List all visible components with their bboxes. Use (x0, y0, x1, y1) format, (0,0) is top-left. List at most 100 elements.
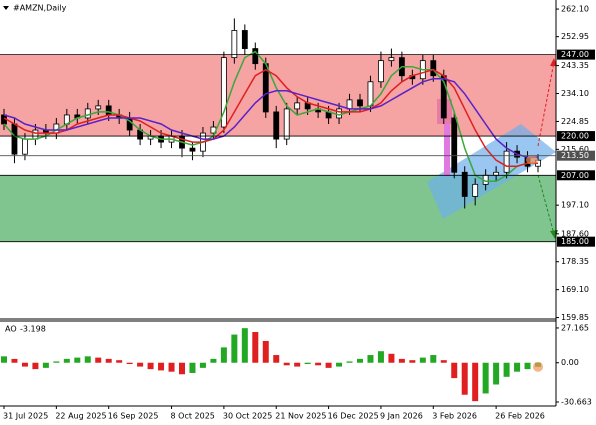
ao-bar (147, 362, 154, 370)
x-tick-label: 30 Oct 2025 (223, 412, 272, 421)
magenta-bar (444, 124, 450, 176)
ao-bar (63, 358, 70, 363)
level-label-box (557, 131, 595, 142)
ao-bar (304, 362, 311, 365)
zones (0, 54, 556, 242)
up-arrow-head (550, 58, 557, 66)
candle-body (11, 123, 18, 155)
ao-tick-label: 27.165 (561, 323, 589, 332)
candle-body (32, 129, 39, 140)
x-tick-label: 16 Dec 2025 (328, 412, 379, 421)
candle-body (220, 57, 227, 128)
candle-body (357, 99, 363, 107)
level-label: 220.00 (561, 132, 589, 141)
candle-body (22, 138, 28, 155)
level-label-box (557, 49, 595, 60)
ao-bar (357, 358, 363, 363)
ao-bar (262, 340, 269, 363)
x-tick-label: 26 Feb 2026 (495, 412, 545, 421)
ao-bar (179, 362, 185, 375)
ao-bar (168, 362, 175, 372)
x-tick-label: 8 Oct 2025 (171, 412, 215, 421)
ao-bar (294, 362, 301, 367)
candle-body (451, 117, 458, 173)
ao-bar (367, 355, 374, 363)
ao-bar (53, 361, 60, 363)
candle-body (252, 48, 259, 65)
candle-body (95, 105, 102, 110)
ao-bar (336, 362, 343, 367)
ao-bar (419, 357, 426, 363)
ao-bar (158, 362, 165, 371)
candle-body (294, 102, 301, 110)
candle-body (472, 183, 479, 197)
ma-line (3, 77, 538, 158)
ao-highlight (533, 361, 543, 372)
candle-body (189, 147, 196, 152)
candle-body (346, 99, 353, 110)
ao-bar (346, 361, 353, 363)
ao-bar (461, 362, 468, 395)
candle-body (493, 171, 500, 176)
ao-bar (325, 362, 332, 368)
y-tick-label: 187.60 (561, 229, 589, 238)
candle-body (231, 30, 238, 59)
ao-bar (524, 362, 531, 370)
ao-bar (137, 362, 144, 367)
ao-bar (315, 362, 322, 366)
ao-bar (482, 362, 489, 394)
x-tick-label: 21 Nov 2025 (275, 412, 326, 421)
ao-bar (1, 356, 7, 363)
candle-body (388, 57, 395, 62)
y-tick-label: 234.10 (561, 89, 589, 98)
candle-body (336, 108, 342, 119)
y-tick-label: 252.95 (561, 32, 589, 41)
y-tick-label: 159.85 (561, 313, 589, 322)
candle-body (367, 81, 374, 107)
ao-bar (514, 362, 521, 372)
ma-line (3, 68, 538, 167)
ao-bar (32, 362, 39, 370)
level-label: 213.50 (561, 151, 589, 160)
x-tick-label: 16 Sep 2025 (108, 412, 159, 421)
y-tick-label: 224.85 (561, 117, 589, 126)
ao-bar (409, 360, 416, 363)
y-tick-label: 215.60 (561, 145, 589, 154)
ao-bar (126, 362, 133, 365)
ao-bar (252, 332, 259, 363)
plot (1, 18, 541, 209)
candle-body (105, 105, 112, 116)
ao-bar (210, 358, 217, 363)
ao-bar (430, 355, 437, 363)
ao-bar (84, 356, 91, 363)
ao-current: -3.198 (20, 325, 46, 334)
y-tick-label: 243.35 (561, 61, 589, 70)
ao-tick-label: -30.663 (561, 397, 592, 406)
ma-line (3, 50, 538, 183)
ao-bar (95, 357, 102, 363)
ao-bar (273, 355, 280, 363)
candle-body (430, 60, 437, 77)
menu-arrow (3, 6, 9, 10)
ao-bar (42, 362, 49, 368)
ao-bar (493, 362, 500, 385)
level-label-box (557, 150, 595, 161)
trend-channel (427, 124, 556, 219)
candle-body (273, 111, 280, 140)
ao-bar (74, 357, 81, 363)
down-arrow (537, 174, 555, 235)
ao-bar (116, 360, 123, 363)
x-tick-label: 9 Jan 2026 (380, 412, 423, 421)
ao-bar (220, 347, 227, 363)
level-label-box (557, 170, 595, 181)
chart-title: #AMZN,Daily (13, 4, 67, 13)
ao-bar (11, 358, 18, 363)
level-label-box (557, 236, 595, 247)
ao-bar (21, 362, 28, 367)
ao-bar (451, 362, 458, 379)
level-label: 247.00 (561, 50, 589, 59)
ao-bar (440, 360, 447, 363)
candle-body (461, 171, 468, 197)
ao-bar (105, 358, 112, 363)
